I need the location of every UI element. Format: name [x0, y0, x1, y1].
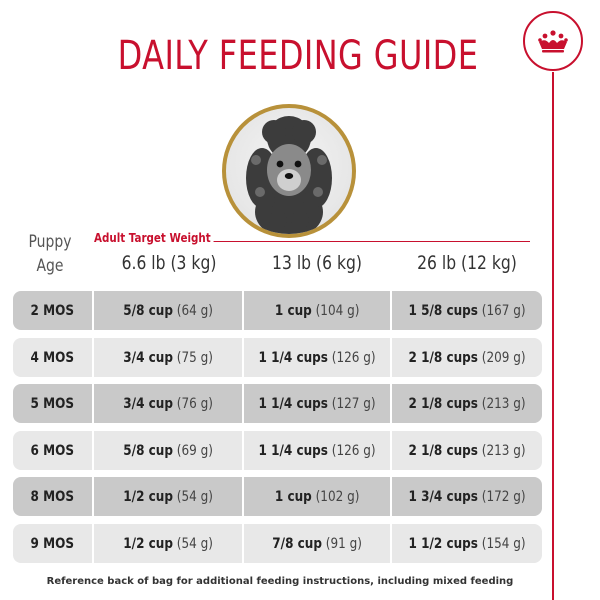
age-cell: 2 MOS — [13, 291, 92, 330]
portion-cell: 1 cup (102 g) — [244, 477, 390, 516]
puppy-photo — [222, 104, 356, 238]
brand-divider-line — [552, 72, 554, 600]
puppy-age-header-line2: Age — [36, 256, 64, 276]
table-row: 9 MOS 1/2 cup (54 g) 7/8 cup (91 g) 1 1/… — [0, 524, 600, 563]
portion-cell: 1 3/4 cups (172 g) — [392, 477, 542, 516]
portion-cell: 2 1/8 cups (209 g) — [392, 338, 542, 377]
table-row: 8 MOS 1/2 cup (54 g) 1 cup (102 g) 1 3/4… — [0, 477, 600, 516]
portion-cell: 1 1/2 cups (154 g) — [392, 524, 542, 563]
portion-cell: 2 1/8 cups (213 g) — [392, 431, 542, 470]
portion-cell: 1 1/4 cups (126 g) — [244, 338, 390, 377]
age-cell: 5 MOS — [13, 384, 92, 423]
age-cell: 6 MOS — [13, 431, 92, 470]
column-header-6kg: 13 lb (6 kg) — [272, 252, 362, 274]
page-title: DAILY FEEDING GUIDE — [117, 33, 479, 79]
portion-cell: 1 1/4 cups (127 g) — [244, 384, 390, 423]
table-row: 2 MOS 5/8 cup (64 g) 1 cup (104 g) 1 5/8… — [0, 291, 600, 330]
portion-cell: 3/4 cup (75 g) — [94, 338, 242, 377]
portion-cell: 3/4 cup (76 g) — [94, 384, 242, 423]
portion-cell: 1 cup (104 g) — [244, 291, 390, 330]
column-header-12kg: 26 lb (12 kg) — [417, 252, 517, 274]
crown-icon — [538, 30, 568, 53]
portion-cell: 1/2 cup (54 g) — [94, 477, 242, 516]
age-cell: 8 MOS — [13, 477, 92, 516]
puppy-age-header-line1: Puppy — [28, 232, 72, 252]
portion-cell: 2 1/8 cups (213 g) — [392, 384, 542, 423]
footnote: Reference back of bag for additional fee… — [46, 576, 514, 587]
age-cell: 9 MOS — [13, 524, 92, 563]
portion-cell: 1 1/4 cups (126 g) — [244, 431, 390, 470]
table-row: 6 MOS 5/8 cup (69 g) 1 1/4 cups (126 g) … — [0, 431, 600, 470]
column-header-3kg: 6.6 lb (3 kg) — [121, 252, 217, 274]
portion-cell: 5/8 cup (64 g) — [94, 291, 242, 330]
portion-cell: 7/8 cup (91 g) — [244, 524, 390, 563]
table-row: 5 MOS 3/4 cup (76 g) 1 1/4 cups (127 g) … — [0, 384, 600, 423]
table-row: 4 MOS 3/4 cup (75 g) 1 1/4 cups (126 g) … — [0, 338, 600, 377]
weight-header-rule — [94, 241, 530, 242]
portion-cell: 5/8 cup (69 g) — [94, 431, 242, 470]
adult-target-weight-label: Adult Target Weight — [94, 231, 214, 245]
portion-cell: 1 5/8 cups (167 g) — [392, 291, 542, 330]
brand-logo — [523, 11, 583, 71]
portion-cell: 1/2 cup (54 g) — [94, 524, 242, 563]
age-cell: 4 MOS — [13, 338, 92, 377]
